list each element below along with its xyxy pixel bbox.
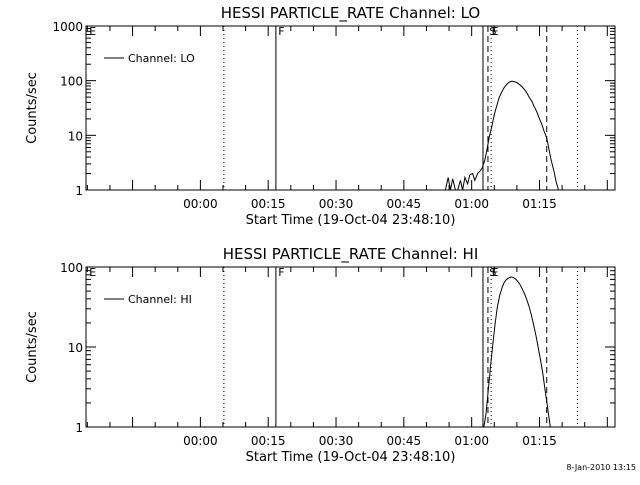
flag-label: S — [489, 25, 496, 38]
footer-timestamp: 8-Jan-2010 13:15 — [566, 463, 636, 472]
plot-frame — [85, 25, 616, 191]
flag-label: E — [492, 25, 499, 38]
y-tick-label: 100 — [60, 75, 83, 89]
x-tick-label: 01:00 — [454, 197, 489, 211]
x-tick-label: 00:30 — [319, 434, 354, 448]
y-tick-label: 10 — [68, 341, 83, 355]
x-tick-label: 00:45 — [387, 434, 422, 448]
x-tick-label: 01:15 — [522, 197, 557, 211]
y-axis-label: Counts/sec — [25, 72, 40, 144]
x-tick-label: 01:15 — [522, 434, 557, 448]
y-tick-label: 1 — [75, 184, 83, 198]
chart-title: HESSI PARTICLE_RATE Channel: LO — [221, 4, 480, 23]
x-axis-label: Start Time (19-Oct-04 23:48:10) — [246, 213, 456, 228]
x-tick-label: 00:15 — [251, 197, 286, 211]
flag-label: S — [489, 266, 496, 279]
series-line-0 — [483, 276, 551, 428]
y-tick-label: 1 — [75, 421, 83, 435]
y-axis-label: Counts/sec — [25, 311, 40, 383]
y-tick-label: 100 — [60, 261, 83, 275]
flag-label: F — [278, 266, 284, 279]
x-tick-label: 00:15 — [251, 434, 286, 448]
x-axis-label: Start Time (19-Oct-04 23:48:10) — [246, 450, 456, 465]
x-tick-label: 00:00 — [183, 197, 218, 211]
plot-frame — [85, 266, 616, 428]
y-tick-label: 1000 — [52, 20, 83, 34]
x-tick-label: 00:45 — [387, 197, 422, 211]
x-tick-label: 01:00 — [454, 434, 489, 448]
legend-label: Channel: LO — [128, 52, 195, 65]
flag-label: E — [492, 266, 499, 279]
flag-label: E — [89, 266, 96, 279]
x-tick-label: 00:00 — [183, 434, 218, 448]
series-line-0 — [444, 80, 559, 191]
y-tick-label: 10 — [68, 129, 83, 143]
chart-panel-1: HESSI PARTICLE_RATE Channel: HI Counts/se… — [25, 245, 616, 465]
legend-label: Channel: HI — [128, 293, 192, 306]
flag-label: E — [89, 25, 96, 38]
chart-panel-0: HESSI PARTICLE_RATE Channel: LO Counts/se… — [25, 4, 616, 228]
chart-title: HESSI PARTICLE_RATE Channel: HI — [223, 245, 479, 264]
flag-label: F — [278, 25, 284, 38]
x-tick-label: 00:30 — [319, 197, 354, 211]
